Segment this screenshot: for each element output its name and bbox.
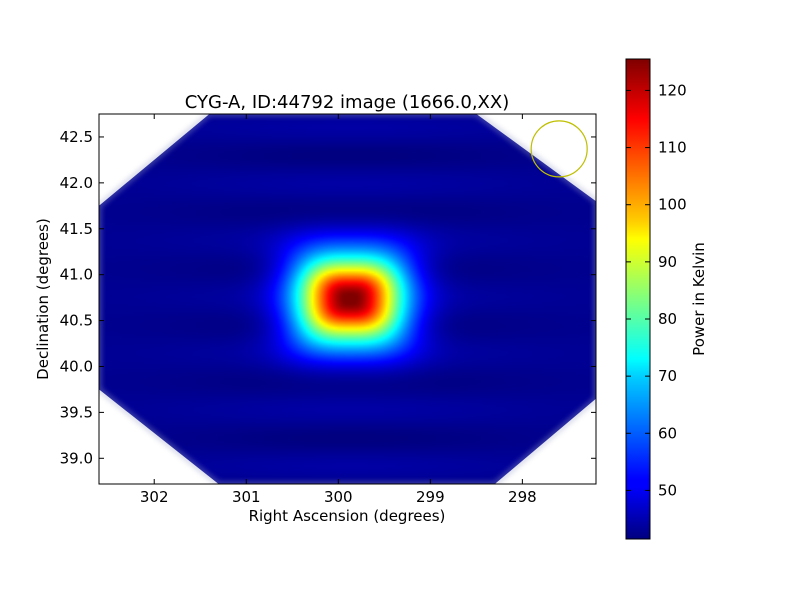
y-tick-label: 39.5 [60,403,93,421]
x-tick-label: 299 [416,488,445,506]
x-tick-label: 300 [324,488,353,506]
colorbar-tick-label: 60 [658,424,677,442]
footprint-edge [99,114,596,484]
colorbar-tick-label: 100 [658,196,687,214]
colorbar-frame [625,58,651,540]
y-tick-label: 40.0 [60,357,93,375]
y-tick-label: 40.5 [60,312,93,330]
footprint [99,114,596,484]
y-tick-label: 42.0 [60,174,93,192]
y-tick-label: 42.5 [60,128,93,146]
colorbar-ticks: 50 60 70 80 90 100 110 120 [626,81,687,499]
colorbar-label: Power in Kelvin [690,242,708,356]
heatmap-image [99,114,596,484]
y-tick-label: 41.5 [60,220,93,238]
y-tick-label: 41.0 [60,266,93,284]
axes-frame [98,113,597,485]
colorbar: 50 60 70 80 90 100 110 120 Power in Kelvin [625,58,708,540]
colorbar-tick-label: 90 [658,253,677,271]
x-tick-label: 302 [140,488,169,506]
plot-area [99,114,596,484]
colorbar-tick-label: 80 [658,310,677,328]
x-axis-ticks: 302 301 300 299 298 [140,114,537,506]
colorbar-tick-label: 120 [658,81,687,99]
x-tick-label: 301 [232,488,261,506]
y-tick-label: 39.0 [60,449,93,467]
colorbar-gradient [626,59,650,539]
y-axis-label: Declination (degrees) [34,218,52,380]
y-axis-ticks: 39.0 39.5 40.0 40.5 41.0 41.5 42.0 42.5 [60,128,596,467]
x-tick-label: 298 [508,488,537,506]
beam-circle [530,120,588,178]
chart-title: CYG-A, ID:44792 image (1666.0,XX) [185,92,509,113]
colorbar-tick-label: 110 [658,139,687,157]
colorbar-tick-label: 70 [658,367,677,385]
x-axis-label: Right Ascension (degrees) [249,507,446,525]
colorbar-tick-label: 50 [658,481,677,499]
